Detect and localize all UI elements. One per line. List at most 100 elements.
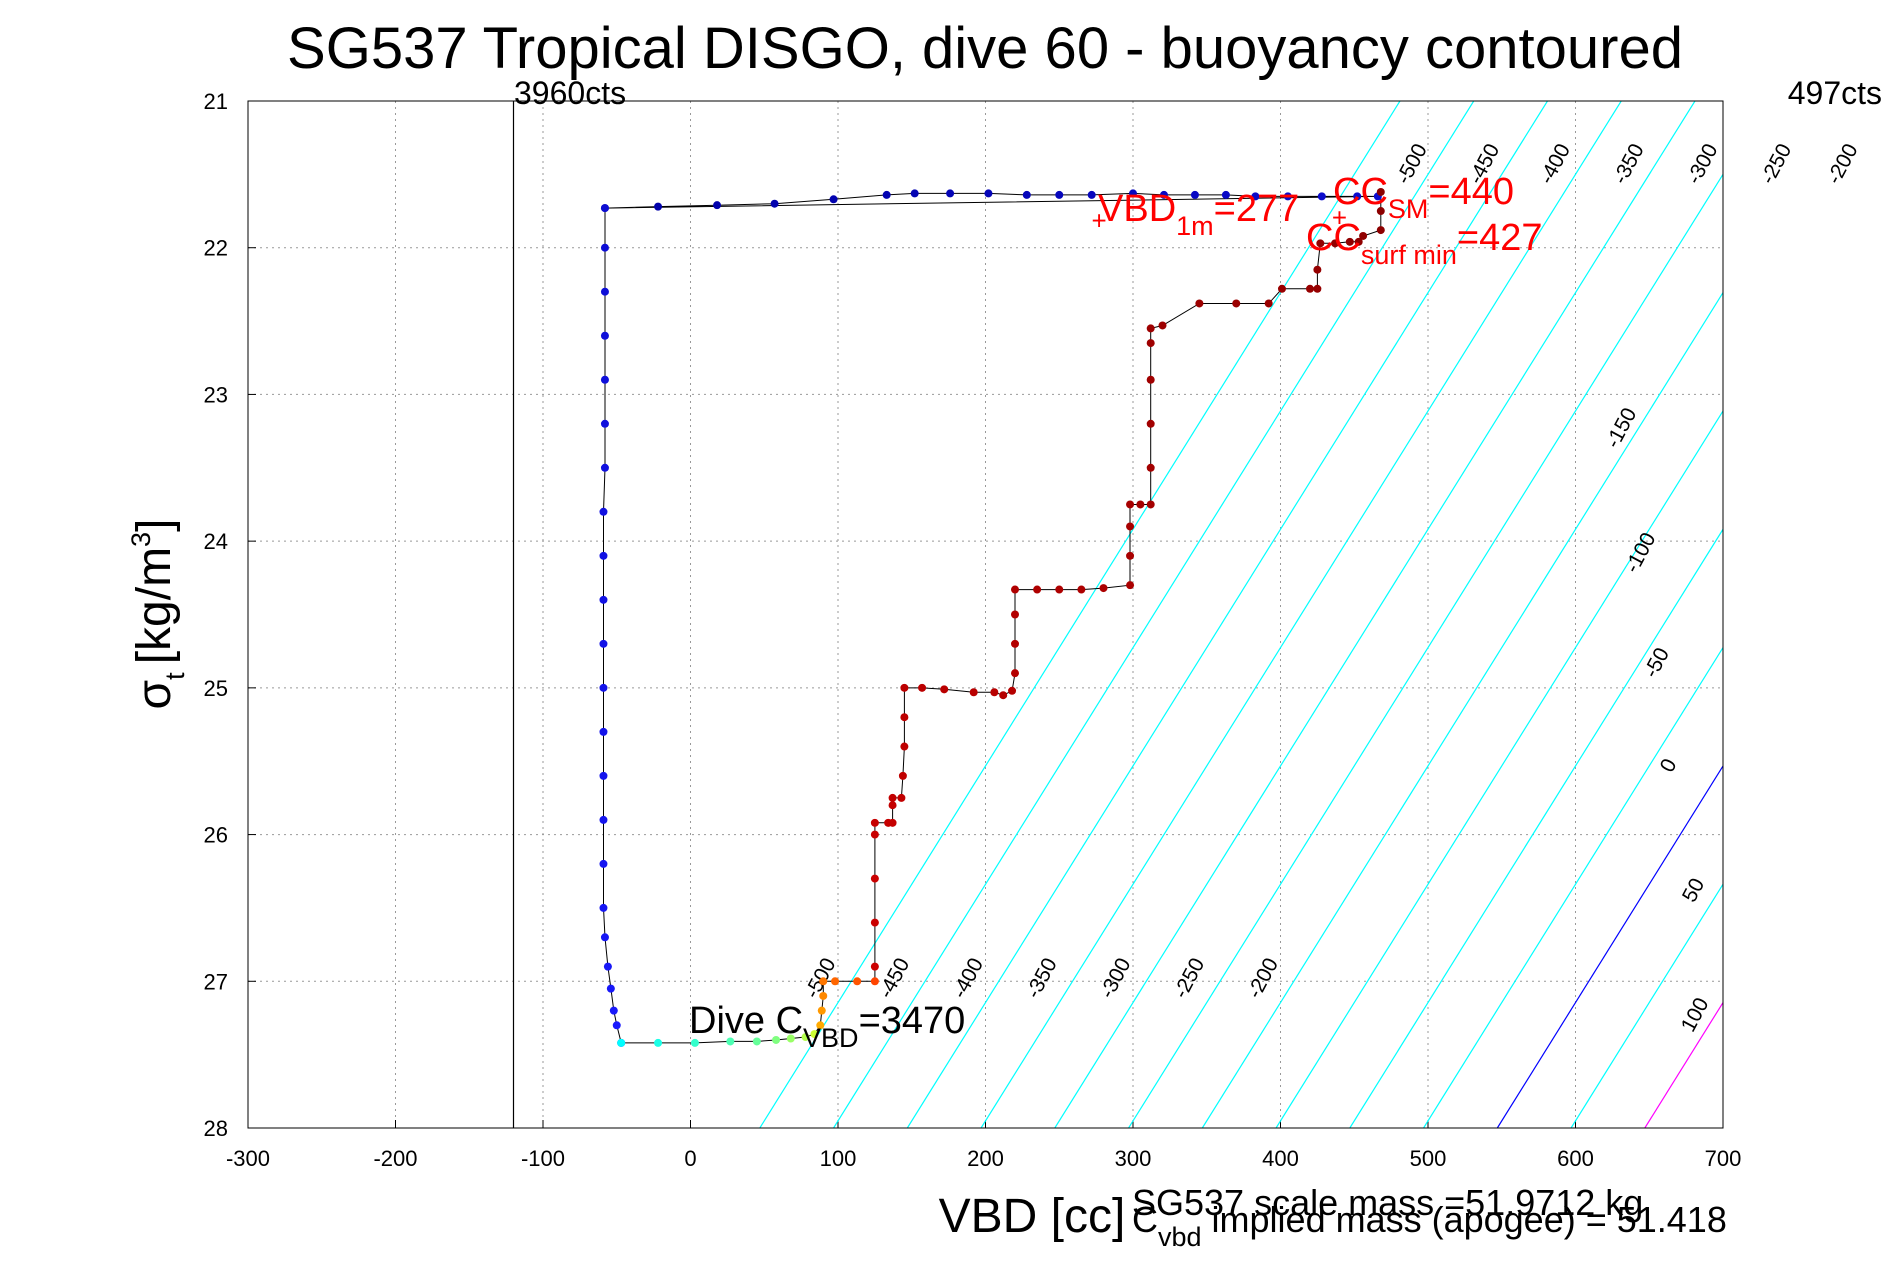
- data-point: [1159, 190, 1168, 199]
- data-point: [1331, 239, 1340, 248]
- data-point: [1376, 226, 1385, 235]
- y-label-sup: 3: [126, 532, 156, 547]
- data-point: [600, 419, 609, 428]
- data-point: [819, 977, 828, 986]
- contour-label: -100: [1621, 529, 1661, 577]
- data-point: [599, 727, 608, 736]
- data-point: [600, 204, 609, 213]
- data-point: [617, 1038, 626, 1047]
- data-point: [1376, 207, 1385, 216]
- contour-line: [1570, 883, 1723, 1128]
- data-point: [870, 874, 879, 883]
- y-label-sub: t: [160, 672, 190, 680]
- x-tick-label: -300: [226, 1146, 270, 1171]
- data-point: [940, 685, 949, 694]
- left-cts-label: 3960cts: [514, 75, 626, 111]
- contour-line: [1349, 528, 1723, 1128]
- data-point: [870, 818, 879, 827]
- contour-line: [759, 101, 1401, 1128]
- data-point: [1146, 463, 1155, 472]
- y-tick-label: 21: [204, 89, 228, 114]
- scale-mass-text: SG537 scale mass =51.9712 kg: [1132, 1182, 1643, 1223]
- y-tick-label: 26: [204, 823, 228, 848]
- dive-c-annotation: Dive CVBD=3470: [689, 1000, 965, 1053]
- contour-labels: -500 -450 -400 -350 -300 -250 -200-500 -450 -400…: [800, 140, 1862, 1036]
- data-point: [1221, 190, 1230, 199]
- data-point: [816, 1021, 825, 1030]
- y-tick-label: 25: [204, 676, 228, 701]
- ccsurf-annotation: CCsurf min=427: [1306, 217, 1543, 270]
- data-point: [831, 977, 840, 986]
- data-point: [829, 195, 838, 204]
- data-point: [1129, 189, 1137, 198]
- x-tick-label: 700: [1705, 1146, 1742, 1171]
- data-point: [599, 595, 608, 604]
- y-label-unit: [kg/m: [128, 547, 181, 664]
- data-point: [1055, 190, 1064, 199]
- y-tick-label: 22: [204, 236, 228, 261]
- data-point: [1359, 231, 1368, 240]
- contour-line: [1275, 409, 1723, 1128]
- data-point: [1277, 284, 1286, 293]
- data-point: [726, 1037, 735, 1046]
- data-point: [599, 859, 608, 868]
- data-point: [600, 463, 609, 472]
- data-point: [969, 688, 978, 697]
- data-point: [946, 189, 955, 198]
- data-point: [600, 287, 609, 296]
- contour-label: -400: [948, 954, 988, 1002]
- data-point: [786, 1034, 795, 1043]
- data-point: [599, 551, 608, 560]
- data-point: [600, 331, 609, 340]
- data-point: [1232, 299, 1241, 308]
- data-point: [1055, 585, 1064, 594]
- data-point: [1353, 192, 1362, 201]
- data-point: [1008, 686, 1017, 695]
- data-point: [600, 933, 609, 942]
- data-point: [1316, 239, 1325, 248]
- data-point: [897, 793, 906, 802]
- data-point: [1011, 639, 1019, 648]
- data-point: [770, 199, 779, 208]
- data-point: [910, 189, 919, 198]
- vbd1m-annotation: VBD1m=277: [1098, 188, 1299, 241]
- contour-line: [1496, 764, 1723, 1128]
- data-point: [1146, 339, 1155, 348]
- data-point: [870, 918, 879, 927]
- y-tick-label: 24: [204, 529, 228, 554]
- data-point: [853, 977, 862, 986]
- data-point: [888, 818, 897, 827]
- y-axis-label: σt [kg/m3]: [126, 519, 190, 710]
- data-point: [1146, 500, 1155, 509]
- data-point: [888, 801, 897, 810]
- x-tick-label: 200: [967, 1146, 1004, 1171]
- contour-label: -50: [1640, 644, 1675, 682]
- data-point: [1146, 419, 1155, 428]
- implied-mass-text: Cvbd implied mass (apogee) = 51.418: [1132, 1199, 1727, 1252]
- data-point: [984, 189, 993, 198]
- data-point: [599, 639, 608, 648]
- x-tick-label: 500: [1410, 1146, 1447, 1171]
- data-point: [898, 771, 907, 780]
- data-point: [599, 507, 608, 516]
- contour-label: -450: [874, 954, 914, 1002]
- data-point: [772, 1035, 781, 1044]
- data-point: [817, 1006, 826, 1015]
- x-tick-label: 400: [1262, 1146, 1299, 1171]
- data-point: [1087, 190, 1096, 199]
- data-point: [1011, 585, 1019, 594]
- contour-label: -400: [1535, 140, 1575, 188]
- data-point: [990, 688, 999, 697]
- data-point: [1283, 192, 1292, 201]
- x-tick-labels: -300 -200 -100 0 100 200 300 400 500 600 700: [226, 1146, 1741, 1171]
- data-point: [612, 1021, 621, 1030]
- data-point: [1033, 585, 1042, 594]
- contour-line: [1423, 646, 1723, 1128]
- x-tick-label: 300: [1115, 1146, 1152, 1171]
- data-point: [1126, 551, 1135, 560]
- data-point: [713, 201, 722, 210]
- data-point: [1136, 500, 1145, 509]
- contour-label: 100: [1677, 994, 1714, 1036]
- data-point: [609, 1006, 618, 1015]
- y-label-close: ]: [128, 519, 181, 532]
